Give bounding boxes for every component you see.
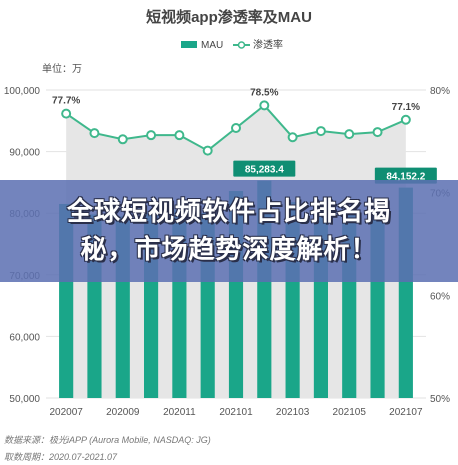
mau-data-label: 85,283.4	[245, 165, 284, 176]
penetration-point	[372, 127, 383, 138]
x-tick-label: 202007	[49, 407, 83, 418]
legend: MAU 渗透率	[181, 38, 283, 51]
right-tick-label: 50%	[430, 394, 450, 405]
x-axis-ticks: 202007 202009 202011 202101 202103 202105 2021…	[49, 407, 422, 418]
penetration-point	[89, 128, 100, 139]
penetration-point	[61, 108, 72, 119]
rate-data-label: 78.5%	[250, 87, 278, 98]
x-tick-label: 202011	[163, 407, 196, 418]
right-tick-label: 80%	[430, 86, 450, 97]
penetration-line-group	[61, 100, 411, 156]
x-tick-label: 202107	[389, 407, 423, 418]
overlay-banner: 全球短视频软件占比排名揭 秘，市场趋势深度解析！	[0, 180, 458, 282]
unit-label: 单位：万	[42, 62, 82, 75]
legend-rate-marker	[237, 41, 246, 49]
penetration-point	[202, 145, 213, 156]
mau-label-box	[374, 167, 437, 184]
banner-line-2: 秘，市场趋势深度解析！	[80, 235, 378, 265]
right-tick-label: 60%	[430, 291, 450, 302]
period-note: 取数周期：2020.07-2021.07	[4, 452, 118, 462]
penetration-point	[174, 130, 185, 141]
mau-data-label: 84,152.2	[386, 172, 425, 183]
rate-data-label: 77.7%	[52, 96, 80, 107]
source-note: 数据来源：极光iAPP (Aurora Mobile, NASDAQ: JG)	[4, 435, 211, 445]
x-tick-label: 202103	[276, 407, 310, 418]
penetration-point	[315, 126, 326, 137]
left-tick-label: 100,000	[4, 86, 41, 97]
left-tick-label: 50,000	[9, 394, 40, 405]
left-tick-label: 90,000	[9, 148, 40, 159]
penetration-point	[400, 114, 411, 125]
x-tick-label: 202105	[333, 407, 367, 418]
chart-title: 短视频app渗透率及MAU	[146, 8, 312, 26]
x-tick-label: 202009	[106, 407, 140, 418]
rate-data-label: 77.1%	[392, 102, 420, 113]
legend-mau-label: MAU	[201, 40, 223, 51]
legend-mau-swatch	[181, 41, 197, 48]
penetration-point	[287, 132, 298, 143]
banner-line-1: 全球短视频软件占比排名揭	[66, 197, 391, 227]
left-tick-label: 60,000	[9, 332, 40, 343]
penetration-point	[117, 134, 128, 145]
data-labels: 77.7% 78.5% 77.1% 85,283.4 84,152.2	[52, 87, 437, 184]
penetration-point	[259, 100, 270, 111]
x-tick-label: 202101	[219, 407, 253, 418]
legend-rate-label: 渗透率	[253, 38, 283, 51]
penetration-point	[344, 129, 355, 140]
penetration-point	[146, 130, 157, 141]
mau-label-box	[233, 160, 296, 177]
penetration-point	[231, 122, 241, 133]
